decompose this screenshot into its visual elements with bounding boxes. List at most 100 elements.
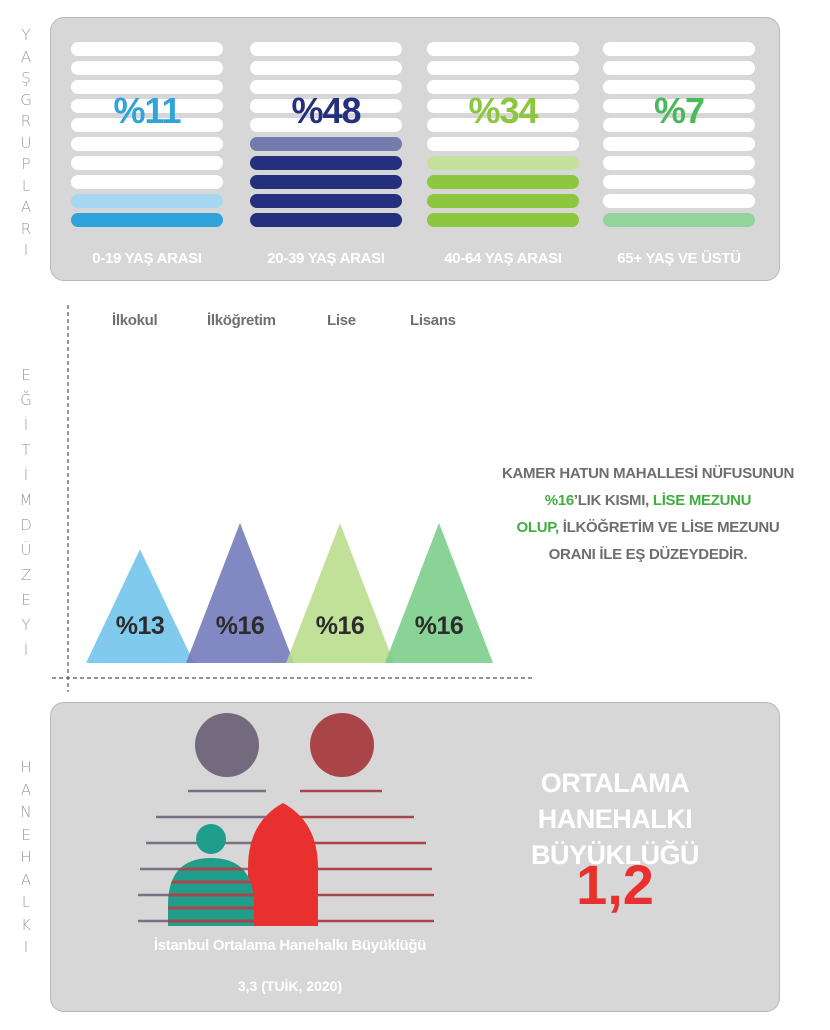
age-bar-segment bbox=[71, 61, 223, 75]
age-bar-segment bbox=[250, 194, 402, 208]
age-group-column: %11 0-19 YAŞ ARASI bbox=[71, 18, 225, 278]
note-line-1: KAMER HATUN MAHALLESİ NÜFUSUNUN bbox=[501, 465, 795, 482]
red-figure-icon bbox=[248, 803, 318, 926]
side-label-letter: İ bbox=[23, 416, 29, 434]
note-line-2-rest: ’LIK KISMI, bbox=[573, 492, 653, 509]
side-label-letter: I bbox=[23, 938, 29, 956]
side-label-letter: N bbox=[20, 803, 32, 821]
note-line-3: OLUP, İLKÖĞRETİM VE LİSE MEZUNU bbox=[488, 514, 808, 541]
age-bar-segment bbox=[427, 80, 579, 94]
side-label-letter: H bbox=[20, 758, 32, 776]
education-triangle bbox=[286, 523, 394, 663]
age-bar-segment bbox=[427, 194, 579, 208]
education-triangle bbox=[385, 523, 493, 663]
age-group-percent: %48 bbox=[291, 90, 361, 131]
side-label-letter: Ğ bbox=[20, 391, 32, 409]
age-bar-segment bbox=[71, 80, 223, 94]
age-bar-segment bbox=[603, 137, 755, 151]
note-line-3-rest: İLKÖĞRETİM VE LİSE MEZUNU bbox=[558, 519, 780, 536]
side-label-letter: A bbox=[20, 198, 32, 216]
istanbul-value: 3,3 (TUİK, 2020) bbox=[237, 978, 343, 994]
side-label-letter: A bbox=[20, 47, 32, 66]
side-label-letter: A bbox=[20, 780, 32, 799]
household-value: 1,2 bbox=[576, 853, 654, 916]
side-label-letter: E bbox=[21, 591, 31, 609]
household-title: ORTALAMA HANEHALKI BÜYÜKLÜĞÜ bbox=[470, 765, 760, 873]
age-bar-segment bbox=[603, 194, 755, 208]
age-bar-segment bbox=[427, 61, 579, 75]
side-label-letter: İ bbox=[23, 466, 29, 484]
side-label-letter: D bbox=[20, 516, 32, 534]
age-bar-segment bbox=[603, 99, 755, 113]
age-bar-segment bbox=[250, 99, 402, 113]
side-label-letter: Y bbox=[21, 26, 31, 44]
side-label-letter: Y bbox=[21, 616, 31, 634]
age-bar-segment bbox=[71, 42, 223, 56]
age-group-label: 0-19 YAŞ ARASI bbox=[92, 250, 202, 267]
age-bar-segment bbox=[250, 118, 402, 132]
child-head-icon bbox=[196, 824, 226, 854]
age-bar-segment bbox=[71, 213, 223, 227]
age-group-label: 20-39 YAŞ ARASI bbox=[267, 250, 385, 267]
side-label-letter: H bbox=[20, 848, 32, 866]
age-group-percent: %11 bbox=[113, 90, 181, 131]
note-highlight-lise: LİSE MEZUNU bbox=[652, 492, 752, 509]
side-label-letter: Ş bbox=[21, 69, 31, 87]
note-line-4: ORANI İLE EŞ DÜZEYDEDİR. bbox=[548, 546, 748, 563]
age-bar-segment bbox=[603, 61, 755, 75]
education-triangle bbox=[186, 523, 294, 663]
note-highlight-olup: OLUP, bbox=[516, 519, 560, 536]
age-bar-segment bbox=[603, 213, 755, 227]
note-highlight-percent: %16 bbox=[544, 492, 574, 509]
side-label-letter: R bbox=[20, 219, 32, 238]
side-label-letter: E bbox=[21, 825, 31, 844]
age-bar-segment bbox=[71, 137, 223, 151]
age-bar-segment bbox=[71, 156, 223, 170]
side-label-letter: I bbox=[23, 241, 29, 259]
age-bar-segment bbox=[427, 213, 579, 227]
side-label-letter: Ü bbox=[20, 541, 32, 559]
education-value-label: %16 bbox=[414, 612, 464, 640]
istanbul-label: İstanbul Ortalama Hanehalkı Büyüklüğü bbox=[153, 937, 427, 954]
age-group-column: %7 65+ YAŞ VE ÜSTÜ bbox=[603, 18, 757, 278]
age-bar-segment bbox=[603, 118, 755, 132]
age-bar-segment bbox=[427, 42, 579, 56]
side-label-letter: L bbox=[21, 176, 31, 195]
education-value-label: %16 bbox=[215, 612, 265, 640]
education-category-label: Lise bbox=[327, 312, 356, 329]
side-label-letter: K bbox=[21, 915, 31, 934]
age-bar-segment bbox=[603, 156, 755, 170]
side-label-letter: R bbox=[20, 112, 32, 130]
side-label-letter: İ bbox=[23, 641, 29, 659]
age-bar-segment bbox=[427, 137, 579, 151]
side-label-letter: A bbox=[20, 870, 32, 889]
age-bar-segment bbox=[71, 99, 223, 113]
education-value-label: %13 bbox=[115, 612, 165, 640]
note-line-2: %16’LIK KISMI, LİSE MEZUNU bbox=[488, 487, 808, 514]
age-group-column: %48 20-39 YAŞ ARASI bbox=[250, 18, 404, 278]
age-bar-segment bbox=[250, 137, 402, 151]
household-panel bbox=[50, 702, 780, 1012]
age-bar-segment bbox=[250, 42, 402, 56]
age-bar-segment bbox=[71, 175, 223, 189]
age-bar-segment bbox=[603, 175, 755, 189]
age-bar-segment bbox=[427, 175, 579, 189]
age-bar-segment bbox=[603, 80, 755, 94]
education-category-label: İlkokul bbox=[112, 312, 158, 329]
age-group-percent: %34 bbox=[468, 90, 538, 131]
side-label-letter: U bbox=[20, 133, 32, 152]
age-bar-segment bbox=[250, 175, 402, 189]
side-label-letter: G bbox=[20, 90, 32, 109]
age-group-percent: %7 bbox=[653, 90, 705, 131]
education-category-label: İlköğretim bbox=[207, 312, 276, 329]
age-bar-segment bbox=[427, 156, 579, 170]
adult-body-stripes-icon bbox=[300, 789, 434, 923]
triangle-marks bbox=[86, 523, 493, 663]
side-label-letter: P bbox=[21, 155, 31, 173]
side-label-letter: E bbox=[21, 366, 31, 384]
education-value-label: %16 bbox=[315, 612, 365, 640]
